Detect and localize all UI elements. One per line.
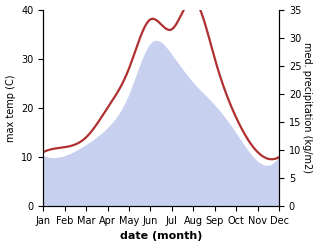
X-axis label: date (month): date (month) <box>120 231 202 242</box>
Y-axis label: max temp (C): max temp (C) <box>5 74 16 142</box>
Y-axis label: med. precipitation (kg/m2): med. precipitation (kg/m2) <box>302 42 313 173</box>
